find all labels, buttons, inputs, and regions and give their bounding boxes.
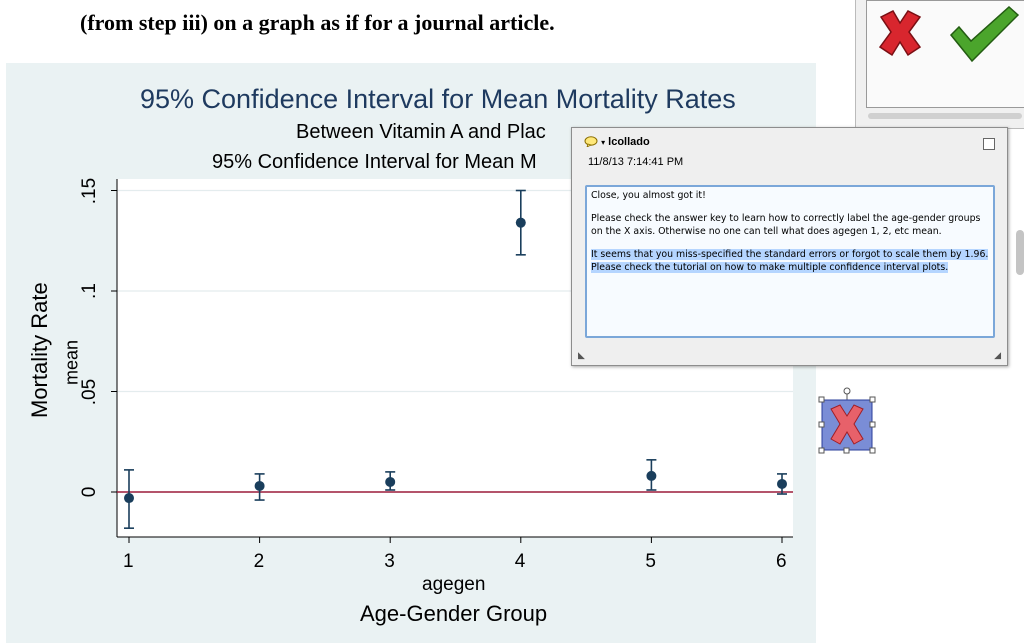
comment-header: ▾ lcollado [584,136,650,148]
chart-subtitle-2: 95% Confidence Interval for Mean M [212,151,537,173]
speech-bubble-icon [584,136,598,148]
reject-x-icon[interactable] [878,10,922,57]
comment-paragraph: Please check the answer key to learn how… [591,213,981,237]
approve-check-icon[interactable] [949,5,1020,63]
comment-paragraph: It seems that you miss-specified the sta… [591,249,989,273]
x-tick-label: 1 [123,551,134,572]
mean-point [777,478,787,489]
x-axis-label: agegen [422,574,486,595]
rejected-stamp-icon[interactable] [817,387,877,457]
resize-handle-left[interactable]: ◣ [578,350,585,360]
chart-title: 95% Confidence Interval for Mean Mortali… [140,84,736,114]
comment-text[interactable]: Close, you almost got it! Please check t… [585,185,995,338]
review-icons [878,5,1020,63]
resize-handle-right[interactable]: ◢ [994,350,1001,360]
comment-popup[interactable]: ▾ lcollado 11/8/13 7:14:41 PM Close, you… [571,127,1008,366]
comment-author: lcollado [608,136,650,148]
chevron-down-icon[interactable]: ▾ [601,138,606,147]
mean-point [646,470,657,481]
x-tick-label: 5 [645,551,656,572]
x-tick-label: 3 [384,551,395,572]
mean-point [515,217,526,228]
mean-point [254,480,265,491]
review-panel [855,0,1024,129]
minimize-button[interactable] [983,138,995,150]
x-tick-label: 6 [776,551,787,572]
review-panel-inner [866,0,1024,108]
window-scrollbar-thumb[interactable] [1016,230,1024,275]
comment-date: 11/8/13 7:14:41 PM [588,156,684,168]
mean-point [124,493,134,504]
review-panel-scrollbar[interactable] [868,113,1022,119]
x-axis-sublabel: Age-Gender Group [360,601,548,626]
x-tick-label: 4 [514,551,526,572]
mean-point [385,476,396,487]
chart-subtitle-1: Between Vitamin A and Plac [296,121,546,143]
comment-paragraph: Close, you almost got it! [591,190,706,201]
document-heading: (from step iii) on a graph as if for a j… [80,10,555,35]
x-tick-label: 2 [253,551,265,572]
